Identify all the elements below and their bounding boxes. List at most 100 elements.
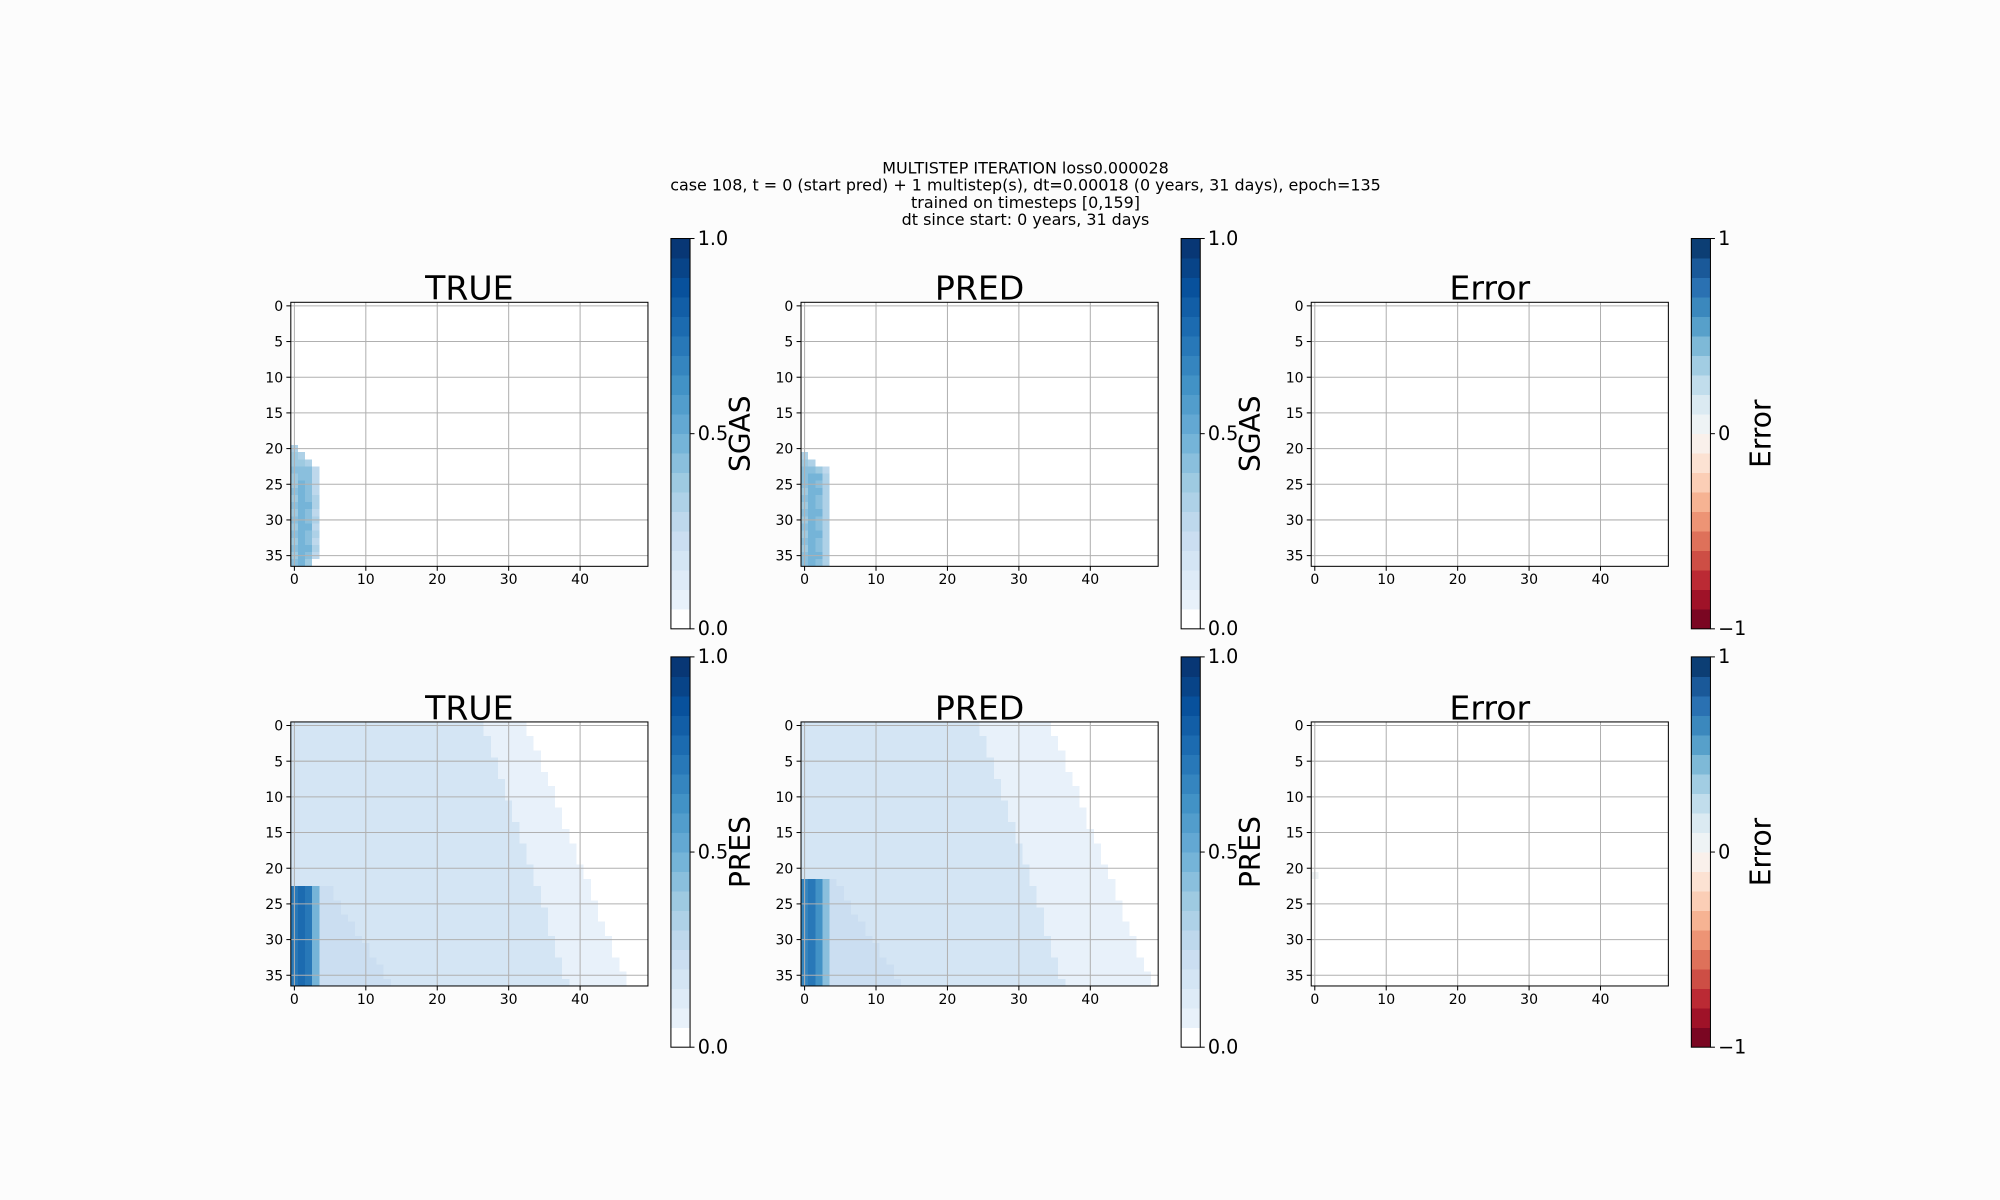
y-tick-label: 5 [1295, 754, 1304, 770]
heatmap-cell [297, 494, 306, 503]
heatmap-cell [822, 978, 830, 986]
colorbar-tick-label: 0.5 [698, 422, 728, 445]
colorbar-band [1181, 793, 1201, 814]
colorbar-label: Error [1744, 817, 1777, 886]
y-tick-label: 0 [784, 719, 793, 735]
colorbar-band [670, 656, 691, 677]
colorbar-tick-label: 1.0 [698, 227, 728, 250]
heatmap-cell [526, 857, 577, 865]
heatmap-cell [483, 729, 527, 737]
heatmap-cell [312, 893, 320, 901]
colorbar-band [1691, 433, 1711, 454]
heatmap-cell [297, 487, 306, 495]
x-tick-label: 10 [867, 572, 885, 588]
heatmap-cell [297, 473, 313, 481]
colorbar-band [670, 910, 691, 931]
heatmap-cell [836, 878, 1030, 887]
colorbar-band [670, 394, 691, 415]
suptitle-line: MULTISTEP ITERATION loss0.000028 [882, 158, 1169, 177]
y-tick-label: 30 [265, 513, 283, 529]
y-tick-label: 35 [265, 549, 283, 565]
heatmap-cell [497, 764, 541, 772]
colorbar-band [1181, 277, 1201, 298]
heatmap-cell [1051, 943, 1137, 951]
heatmap-cell [312, 914, 320, 922]
x-tick-label: 20 [1449, 572, 1467, 588]
heatmap-cell [879, 950, 1052, 958]
heatmap-cell [369, 943, 556, 951]
colorbar-band [1691, 609, 1711, 630]
heatmap-cell [290, 821, 520, 829]
colorbar-band [1691, 773, 1711, 794]
y-tick-label: 0 [1295, 299, 1304, 315]
colorbar-band [1181, 550, 1201, 571]
colorbar-tick-label: 0 [1718, 840, 1730, 863]
y-tick-label: 30 [265, 933, 283, 949]
colorbar-band [1691, 238, 1711, 259]
colorbar-band [670, 754, 691, 775]
heatmap-cell [815, 921, 823, 929]
heatmap-cell [305, 537, 313, 545]
heatmap-cell [815, 907, 823, 915]
heatmap-cell [305, 957, 313, 965]
heatmap-cell [319, 914, 348, 922]
heatmap-cell [290, 466, 313, 474]
x-tick-label: 40 [1081, 992, 1099, 1008]
x-tick-label: 30 [500, 992, 518, 1008]
heatmap-cell [822, 466, 830, 474]
colorbar-band [1181, 852, 1201, 872]
heatmap-cell [815, 957, 823, 965]
heatmap-cell [808, 921, 816, 929]
heatmap-cell [808, 914, 816, 922]
heatmap-cell [312, 494, 320, 503]
heatmap-cell [822, 544, 830, 553]
heatmap-cell [801, 729, 980, 737]
heatmap-cell [979, 729, 1052, 737]
heatmap-cell [290, 779, 506, 787]
colorbar-tick-label: 0.5 [1208, 840, 1238, 863]
heatmap-cell [355, 921, 548, 929]
colorbar-band [1181, 969, 1201, 990]
heatmap-cell [808, 487, 823, 495]
y-tick-label: 5 [274, 754, 283, 770]
colorbar-band [1691, 375, 1711, 396]
heatmap-cell [801, 836, 1016, 844]
heatmap-cell [815, 466, 823, 474]
heatmap-cell [290, 736, 491, 744]
colorbar-band [670, 1008, 691, 1029]
heatmap-cell [829, 964, 894, 972]
heatmap-cell [290, 743, 491, 751]
heatmap-cell [1043, 907, 1123, 915]
heatmap-cell [822, 487, 830, 495]
axes-frame [290, 721, 649, 987]
y-tick-label: 20 [265, 861, 283, 877]
colorbar-band [1181, 832, 1201, 853]
heatmap-cell [319, 943, 370, 951]
heatmap-cell [305, 964, 313, 972]
heatmap-cell [829, 928, 866, 937]
colorbar-tick-label: 1.0 [1208, 227, 1238, 250]
y-tick-label: 10 [1286, 370, 1304, 386]
heatmap-cell [555, 950, 613, 958]
heatmap-cell [305, 509, 313, 517]
heatmap-cell [383, 964, 563, 972]
heatmap-cell [822, 537, 830, 545]
heatmap-cell [801, 807, 1009, 815]
y-tick-label: 15 [265, 406, 283, 422]
y-tick-label: 10 [265, 370, 283, 386]
x-tick-label: 10 [1377, 992, 1395, 1008]
plot-area [290, 302, 648, 567]
colorbar-tick-label: −1 [1718, 617, 1746, 640]
colorbar-band [670, 238, 691, 259]
heatmap-cell [540, 886, 591, 894]
colorbar-label: Error [1744, 399, 1777, 468]
colorbar-tick-label: 1.0 [1208, 645, 1238, 668]
heatmap-cell [297, 928, 306, 937]
heatmap-cell [305, 559, 313, 567]
heatmap-cell [297, 452, 306, 460]
heatmap-cell [1029, 878, 1116, 887]
x-tick-label: 40 [571, 992, 589, 1008]
colorbar-band [670, 793, 691, 814]
heatmap-cell [858, 914, 1044, 922]
